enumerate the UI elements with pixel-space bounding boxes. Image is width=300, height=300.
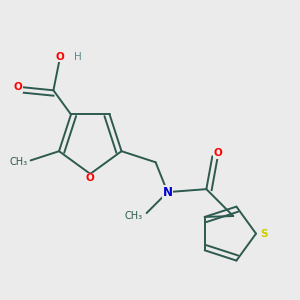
Text: N: N	[163, 186, 172, 199]
Text: O: O	[214, 148, 223, 158]
Text: CH₃: CH₃	[10, 157, 28, 167]
Text: O: O	[86, 173, 95, 183]
Text: CH₃: CH₃	[124, 211, 142, 221]
Text: H: H	[74, 52, 82, 61]
Text: O: O	[56, 52, 64, 61]
Text: S: S	[261, 229, 268, 238]
Text: O: O	[14, 82, 22, 92]
